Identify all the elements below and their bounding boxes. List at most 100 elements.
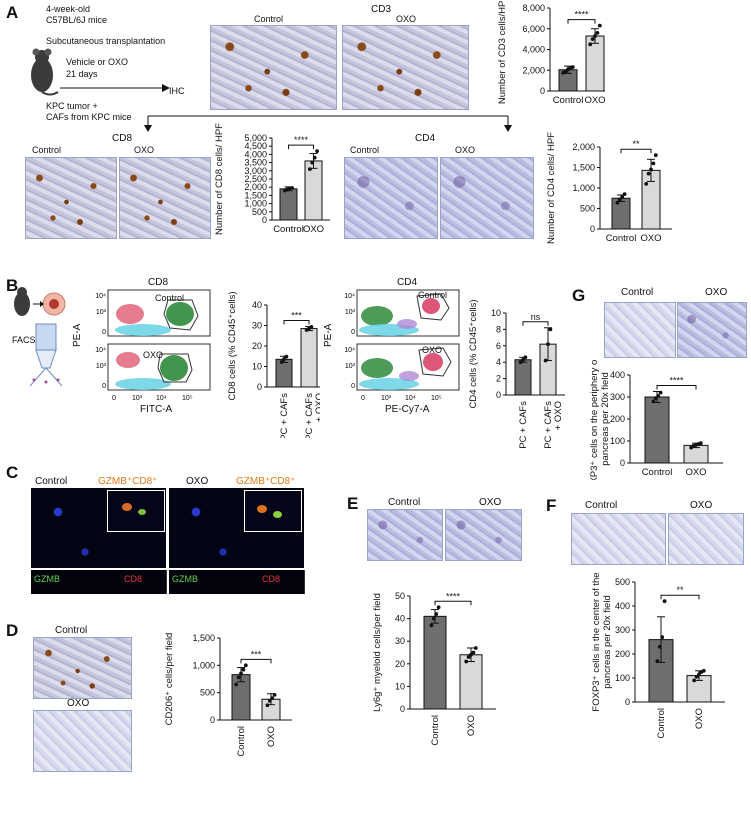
data-point (234, 682, 239, 687)
chart-cd4: 0 500 1,000 1,500 2,000 Number of CD4 cells/ … (546, 132, 672, 244)
significance-bracket (434, 600, 472, 606)
y-tick-label: 3,500 (244, 158, 267, 168)
if-oxo-gzmb-channel (169, 570, 215, 594)
f-control-image (571, 513, 666, 565)
e-oxo-image (445, 509, 522, 561)
cd3-oxo-label: OXO (396, 14, 417, 24)
significance-bracket (288, 144, 314, 150)
data-point (521, 357, 525, 362)
data-point (570, 65, 575, 70)
y-tick-label: 20 (395, 659, 405, 669)
y-tick-label: 10 (252, 362, 262, 372)
e-oxo-label: OXO (479, 497, 502, 508)
e-control-label: Control (388, 497, 421, 508)
significance-bracket (567, 19, 596, 24)
data-point (272, 692, 277, 697)
facs-cd4-control-plot: 10⁴ 10³ 0 10⁴ 10³ 0 (344, 289, 460, 391)
facs-tick: 10⁴ (344, 293, 355, 300)
x-tick-label: Control (430, 715, 441, 746)
y-tick-label: 5,000 (244, 133, 267, 143)
if-control-inset (107, 490, 165, 532)
data-point (617, 197, 622, 202)
y-tick-label: 0 (625, 697, 630, 707)
cd4-oxo-label: OXO (455, 145, 476, 155)
y-axis-label: CD8 cells (% CD45⁺cells) (227, 291, 238, 400)
x-tick-label: Control (273, 224, 304, 235)
bar (514, 359, 532, 396)
cd8-oxo-image (119, 157, 211, 239)
if-control-label: Control (35, 476, 68, 487)
facs-cd4-oxo-label: OXO (422, 345, 443, 355)
x-tick-label: + OXO (314, 393, 320, 422)
f-oxo-image (668, 513, 744, 565)
d-oxo-image (33, 710, 132, 772)
x-tick-label: KPC + CAFs (518, 401, 529, 448)
protocol-cafs: CAFs from KPC mice (46, 112, 132, 122)
chart-cd3: 0 2,000 4,000 6,000 8,000 Number of CD3 cells… (497, 0, 605, 106)
protocol-arrow-icon (60, 84, 170, 92)
facs-cd8-xaxis: FITC-A (140, 404, 173, 415)
data-point (588, 42, 593, 47)
x-tick-label: KPC + CAFs (279, 393, 290, 438)
y-tick-label: 200 (615, 649, 630, 659)
facs-tick: 10³ (345, 309, 356, 316)
cd8-title: CD8 (112, 133, 133, 144)
panel-label-a: A (6, 3, 19, 22)
data-point (701, 668, 706, 673)
y-tick-label: 300 (610, 392, 625, 402)
panel-label-d: D (6, 621, 19, 640)
significance-label: **** (294, 135, 309, 145)
y-axis-label: Number of CD3 cells/HPF (497, 0, 508, 104)
significance-label: **** (669, 376, 684, 386)
significance-bracket (240, 658, 272, 664)
facs-tick: 10⁴ (95, 293, 106, 300)
data-point (279, 360, 284, 364)
y-axis-label: Ly6g⁺ myeloid cells/per field (372, 593, 383, 712)
significance-label: *** (291, 311, 302, 321)
data-point (471, 650, 476, 655)
data-point (644, 182, 649, 186)
x-tick-label: OXO (266, 726, 277, 747)
facs-tick: 10⁴ (344, 347, 355, 354)
facs-tick: 0 (102, 329, 106, 336)
data-point (656, 394, 661, 398)
x-tick-label: Control (642, 467, 673, 478)
panel-label-b: B (6, 276, 19, 295)
data-point (620, 195, 625, 199)
if-oxo-gzmb-cd8-label: GZMB⁺CD8⁺ (236, 476, 296, 487)
cd8-control-label: Control (32, 145, 62, 155)
significance-bracket (620, 148, 652, 154)
significance-label: **** (446, 591, 461, 601)
data-point (429, 623, 434, 628)
data-point (548, 327, 553, 332)
data-point (546, 342, 550, 347)
data-point (653, 153, 658, 158)
cd8-oxo-label: OXO (134, 145, 155, 155)
if-oxo-dapi-channel (214, 570, 260, 594)
facs-tick: 0 (351, 383, 355, 390)
facs-tick: 10³ (381, 395, 392, 402)
y-axis-label: CD4 cells (% CD45⁺cells) (468, 299, 479, 408)
bar (423, 615, 447, 710)
data-point (241, 667, 246, 672)
cd4-title: CD4 (415, 133, 436, 144)
facs-tick: 10⁴ (405, 395, 416, 402)
y-tick-label: 0 (257, 382, 262, 392)
facs-tick: 10⁵ (431, 395, 442, 402)
if-control-cd8-label: CD8 (124, 574, 143, 584)
data-point (308, 167, 312, 172)
facs-cd8-xticks: 0 10³ 10⁴ 10⁵ (112, 395, 193, 402)
y-tick-label: 0 (496, 390, 501, 400)
x-tick-label: OXO (685, 467, 706, 478)
bar (304, 160, 323, 221)
protocol-ihc: IHC (169, 86, 185, 96)
x-tick-label: KPC + CAFs (304, 393, 315, 438)
y-tick-label: 6,000 (522, 24, 545, 34)
cd4-control-label: Control (350, 145, 380, 155)
x-tick-label: Control (236, 726, 247, 757)
data-point (597, 23, 602, 28)
facs-label: FACS (12, 335, 36, 345)
y-tick-label: 1,000 (572, 183, 595, 193)
g-oxo-image (677, 302, 747, 358)
facs-tick: 0 (112, 395, 116, 402)
